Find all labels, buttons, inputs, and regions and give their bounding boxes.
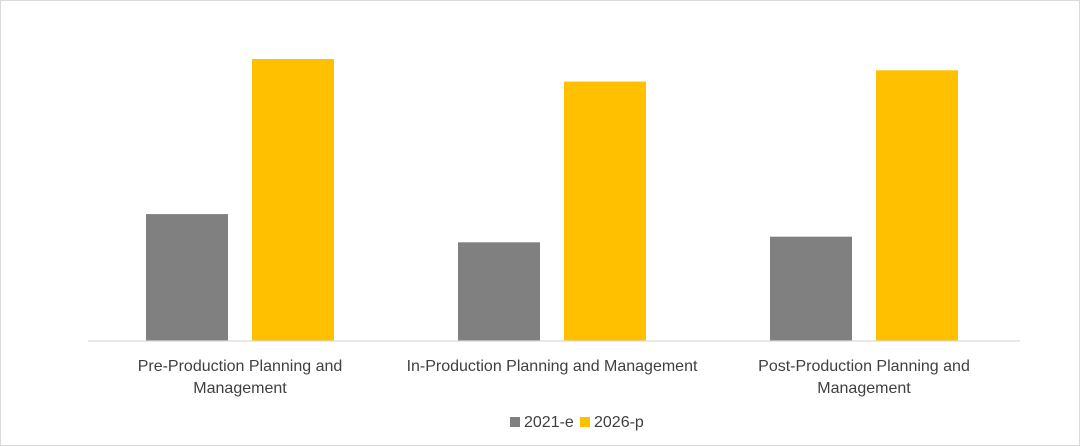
category-label-line: Pre-Production Planning and — [138, 358, 343, 375]
bar-2026-p-2 — [876, 70, 958, 341]
bars-group — [146, 59, 958, 341]
legend-swatch-2026-p — [580, 417, 590, 427]
category-label-1: In-Production Planning and Management — [407, 358, 698, 375]
category-labels: Pre-Production Planning and Management In-… — [138, 358, 970, 397]
category-label-line: Post-Production Planning and — [758, 358, 970, 375]
bar-2021-e-1 — [458, 242, 540, 341]
category-label-0: Pre-Production Planning and Management — [138, 358, 343, 397]
bar-2021-e-0 — [146, 214, 228, 341]
bar-2021-e-2 — [770, 236, 852, 341]
bar-2026-p-0 — [252, 59, 334, 341]
category-label-line: Management — [193, 380, 287, 397]
legend: 2021-e 2026-p — [510, 414, 644, 431]
category-label-line: In-Production Planning and Management — [407, 358, 698, 375]
legend-swatch-2021-e — [510, 417, 520, 427]
legend-label-2021-e: 2021-e — [524, 414, 574, 431]
category-label-line: Management — [817, 380, 911, 397]
category-label-2: Post-Production Planning and Management — [758, 358, 970, 397]
legend-label-2026-p: 2026-p — [594, 414, 644, 431]
bar-2026-p-1 — [564, 81, 646, 341]
